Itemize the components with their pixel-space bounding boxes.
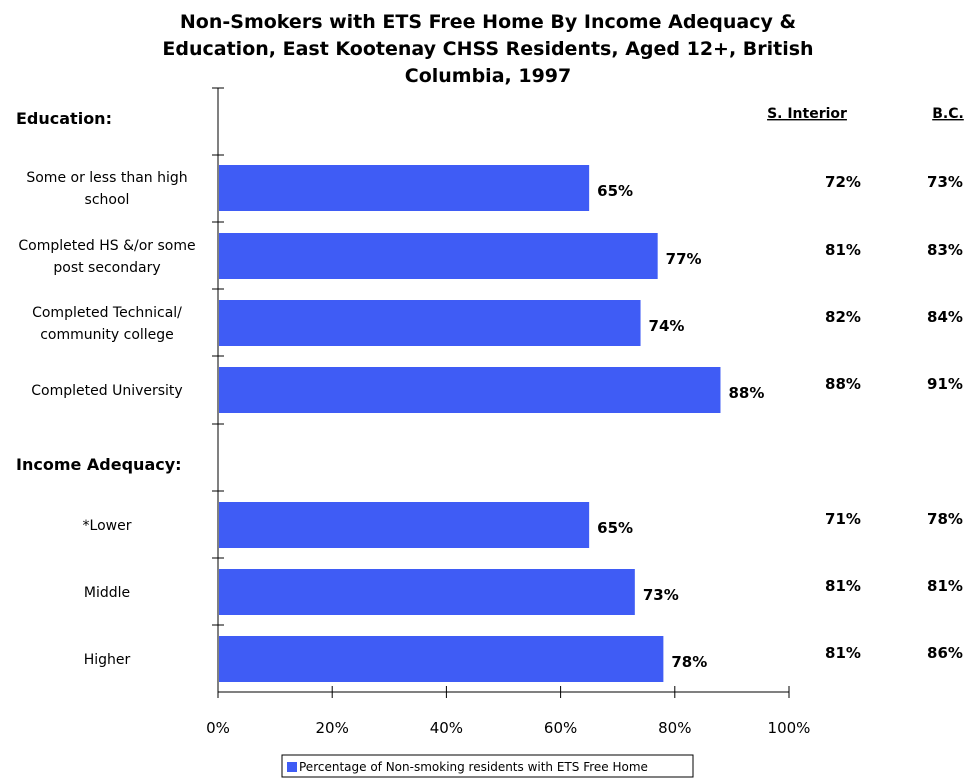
- bar-value-label: 65%: [597, 519, 633, 537]
- chart-title: Non-Smokers with ETS Free Home By Income…: [162, 11, 813, 87]
- legend-swatch: [287, 762, 297, 772]
- s-interior-value: 71%: [825, 510, 861, 528]
- s-interior-value: 81%: [825, 644, 861, 662]
- category-label: Completed HS &/or some: [18, 238, 195, 254]
- bar: [219, 569, 635, 615]
- x-tick-label: 40%: [430, 719, 463, 737]
- bar-value-label: 77%: [666, 250, 702, 268]
- bar: [219, 233, 658, 279]
- bar: [219, 165, 590, 211]
- bc-value: 91%: [927, 375, 963, 393]
- category-label: school: [85, 192, 130, 208]
- s-interior-value: 81%: [825, 241, 861, 259]
- category-label: Middle: [84, 585, 130, 601]
- s-interior-value: 88%: [825, 375, 861, 393]
- x-tick-label: 0%: [206, 719, 230, 737]
- legend: Percentage of Non-smoking residents with…: [281, 754, 694, 778]
- s-interior-value: 82%: [825, 308, 861, 326]
- legend-label: Percentage of Non-smoking residents with…: [299, 760, 648, 774]
- s-interior-value: 81%: [825, 577, 861, 595]
- bar: [219, 636, 664, 682]
- bar: [219, 367, 721, 413]
- bc-value: 86%: [927, 644, 963, 662]
- bar-value-label: 65%: [597, 182, 633, 200]
- group-header: Income Adequacy:: [16, 455, 182, 474]
- bar-value-label: 78%: [671, 653, 707, 671]
- column-header-bc: B.C.: [932, 106, 964, 122]
- title-line: Non-Smokers with ETS Free Home By Income…: [180, 11, 796, 33]
- category-label: Completed University: [31, 383, 182, 399]
- category-label: post secondary: [53, 260, 160, 276]
- group-header: Education:: [16, 109, 112, 128]
- x-tick-label: 20%: [316, 719, 349, 737]
- comparison-columns: S. Interior B.C. 72% 73% 81% 83% 82% 84% 88% 91% 7…: [767, 106, 964, 662]
- category-label: community college: [40, 327, 174, 343]
- title-line: Columbia, 1997: [405, 65, 571, 87]
- bc-value: 78%: [927, 510, 963, 528]
- plot-area: 0% 20% 40% 60% 80% 100%: [206, 87, 811, 737]
- category-label: Some or less than high: [26, 170, 187, 186]
- title-line: Education, East Kootenay CHSS Residents,…: [162, 38, 813, 60]
- bar: [219, 502, 590, 548]
- bar-value-label: 73%: [643, 586, 679, 604]
- bc-value: 83%: [927, 241, 963, 259]
- bar-value-label: 74%: [649, 317, 685, 335]
- x-tick-label: 60%: [544, 719, 577, 737]
- category-label: Completed Technical/: [32, 305, 182, 321]
- x-tick-label: 80%: [658, 719, 691, 737]
- category-label: *Lower: [83, 518, 132, 534]
- bc-value: 84%: [927, 308, 963, 326]
- bar: [219, 300, 641, 346]
- bc-value: 81%: [927, 577, 963, 595]
- legend-box: [281, 754, 694, 778]
- category-labels: Education: Some or less than high school Co…: [16, 109, 196, 668]
- bar-value-label: 88%: [728, 384, 764, 402]
- bars: 65% 77% 74% 88% 65% 73% 78%: [219, 165, 764, 682]
- category-label: Higher: [84, 652, 131, 668]
- bc-value: 73%: [927, 173, 963, 191]
- column-header-s-interior: S. Interior: [767, 106, 847, 122]
- x-tick-label: 100%: [768, 719, 811, 737]
- s-interior-value: 72%: [825, 173, 861, 191]
